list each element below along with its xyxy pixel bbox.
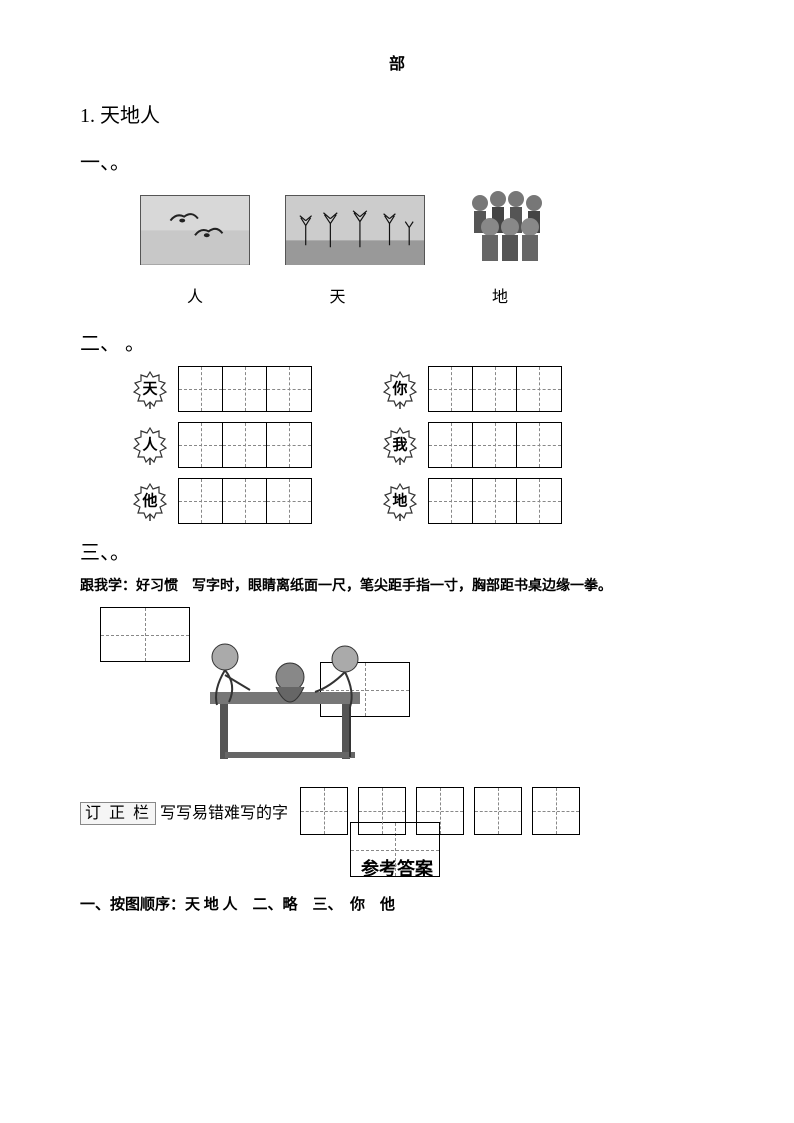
tian-cell — [223, 367, 267, 411]
trees-image — [285, 195, 425, 265]
study-illustration — [170, 617, 390, 777]
tian-cell — [267, 423, 311, 467]
section2-row: 天 你 — [130, 366, 714, 412]
correction-cell — [474, 787, 522, 835]
correction-text: 写写易错难写的字 — [160, 805, 288, 822]
tian-cell — [179, 423, 223, 467]
section2-grid: 天 你 人 我 他 地 — [130, 366, 714, 524]
tian-cell — [517, 367, 561, 411]
tian-cell — [429, 367, 473, 411]
leaf-icon: 我 — [380, 425, 420, 465]
leaf-char: 他 — [142, 489, 157, 510]
header-char: 部 — [80, 50, 714, 74]
tian-cell — [429, 479, 473, 523]
correction-cell — [532, 787, 580, 835]
tian-cell — [179, 367, 223, 411]
tian-cell — [267, 479, 311, 523]
section2-row: 人 我 — [130, 422, 714, 468]
leaf-icon: 你 — [380, 369, 420, 409]
tian-grid — [428, 478, 562, 524]
leaf-char: 地 — [392, 489, 407, 510]
label-2: 地 — [425, 283, 575, 307]
section3-heading: 三、。 — [80, 536, 714, 565]
tian-cell — [223, 479, 267, 523]
leaf-icon: 天 — [130, 369, 170, 409]
correction-boxed: 订 正 栏 — [80, 802, 156, 825]
leaf-icon: 人 — [130, 425, 170, 465]
leaf-char: 天 — [142, 377, 157, 398]
correction-label: 订 正 栏 写写易错难写的字 — [80, 799, 288, 823]
people-image — [460, 185, 555, 265]
tian-grid — [178, 422, 312, 468]
section1-heading: 一、。 — [80, 146, 714, 175]
tian-grid — [178, 366, 312, 412]
tian-grid — [428, 422, 562, 468]
label-1: 天 — [250, 283, 425, 307]
leaf-icon: 他 — [130, 481, 170, 521]
tian-grid — [178, 478, 312, 524]
leaf-char: 我 — [392, 433, 407, 454]
answers-text: 一、按图顺序：天 地 人 二、略 三、 你 他 — [80, 893, 714, 914]
tian-cell — [223, 423, 267, 467]
correction-grids — [300, 787, 580, 835]
tian-cell — [473, 423, 517, 467]
leaf-icon: 地 — [380, 481, 420, 521]
correction-cell — [358, 787, 406, 835]
tian-cell — [179, 479, 223, 523]
section1-images — [140, 185, 714, 265]
birds-image — [140, 195, 250, 265]
leaf-char: 人 — [142, 433, 157, 454]
lesson-title: 1. 天地人 — [80, 99, 714, 128]
section3-tip: 跟我学：好习惯 写字时，眼睛离纸面一尺，笔尖距手指一寸，胸部距书桌边缘一拳。 — [80, 575, 714, 595]
tian-cell — [429, 423, 473, 467]
tian-cell — [517, 479, 561, 523]
tian-cell — [473, 479, 517, 523]
correction-cell — [416, 787, 464, 835]
section1-labels: 人 天 地 — [140, 283, 714, 307]
section3-area — [100, 607, 714, 777]
section2-row: 他 地 — [130, 478, 714, 524]
leaf-char: 你 — [392, 377, 407, 398]
tian-cell — [267, 367, 311, 411]
tian-cell — [517, 423, 561, 467]
tian-grid — [428, 366, 562, 412]
section2-heading: 二、 。 — [80, 327, 714, 356]
correction-row: 订 正 栏 写写易错难写的字 — [80, 787, 714, 835]
label-0: 人 — [140, 283, 250, 307]
correction-cell — [300, 787, 348, 835]
tian-cell — [473, 367, 517, 411]
